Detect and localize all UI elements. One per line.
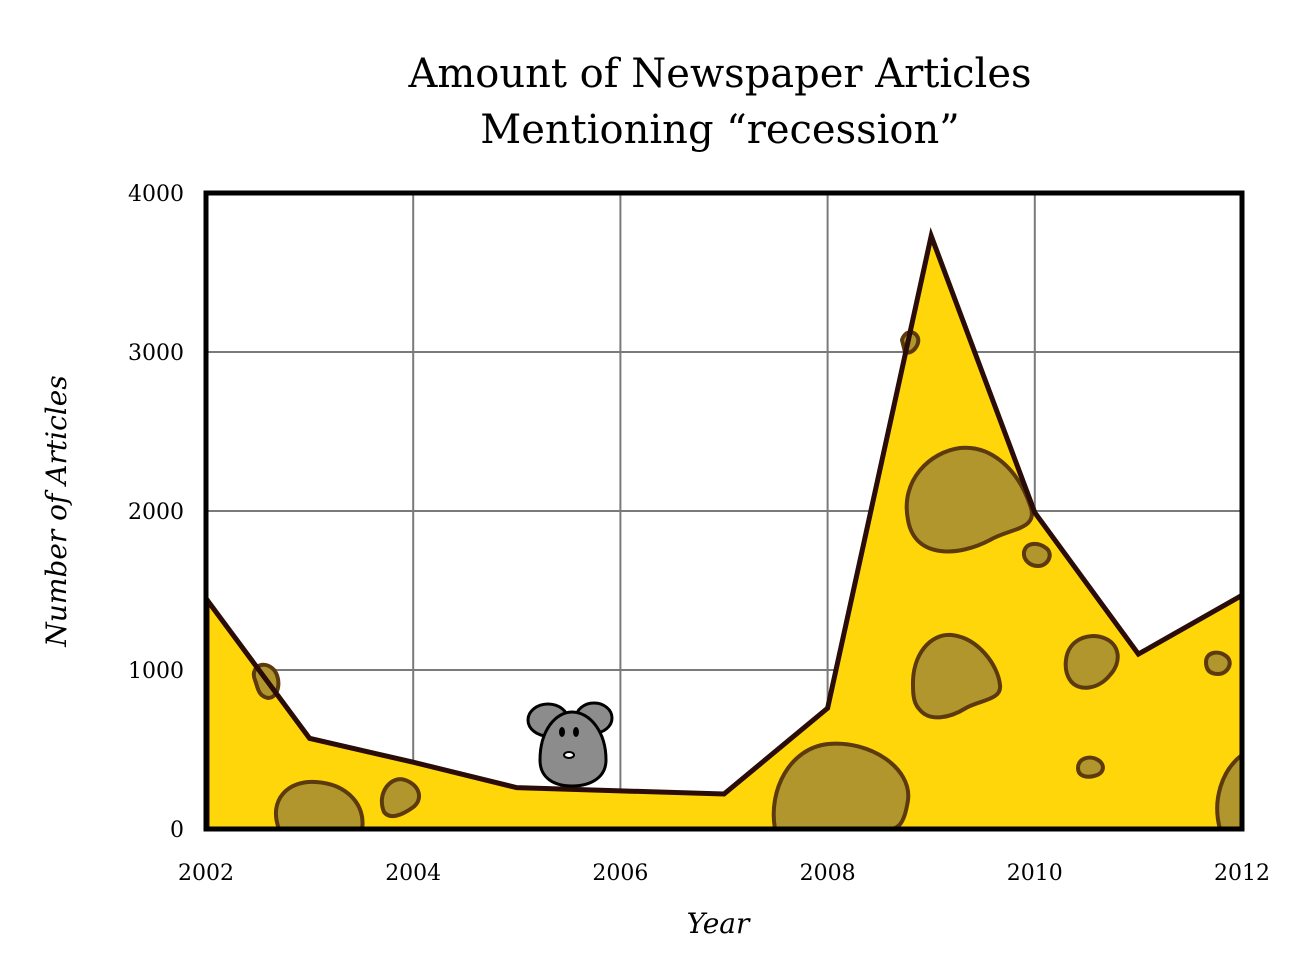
x-tick-labels: 2002 2004 2006 2008 2010 2012: [178, 861, 1270, 886]
y-tick-label: 3000: [128, 341, 184, 366]
plot-frame: [203, 190, 1245, 832]
chart-title-line-1: Amount of Newspaper Articles: [408, 51, 1032, 97]
x-axis-label: Year: [687, 907, 751, 940]
x-tick-label: 2006: [592, 861, 648, 886]
mouse-icon: [526, 701, 614, 788]
cheese-hole: [910, 632, 1003, 720]
y-tick-label: 0: [170, 818, 184, 843]
x-tick-label: 2012: [1214, 861, 1270, 886]
series-area: [206, 235, 1242, 829]
mouse-nose: [563, 751, 575, 759]
cheese-hole: [1075, 755, 1105, 779]
cheese-hole: [1063, 634, 1120, 690]
y-tick-label: 2000: [128, 500, 184, 525]
y-tick-labels: 0 1000 2000 3000 4000: [128, 182, 184, 843]
y-tick-label: 1000: [128, 659, 184, 684]
x-tick-label: 2010: [1007, 861, 1063, 886]
x-tick-label: 2002: [178, 861, 234, 886]
mouse-eye-right: [573, 727, 579, 737]
mouse-eye-left: [559, 727, 565, 737]
cheese-hole: [380, 777, 422, 819]
x-tick-label: 2004: [385, 861, 441, 886]
cheese-hole: [771, 741, 911, 829]
mouse-body: [538, 710, 608, 788]
chart-title-line-2: Mentioning “recession”: [480, 107, 960, 153]
cheese-hole: [1203, 650, 1232, 677]
cheese-hole: [1021, 541, 1052, 569]
y-tick-label: 4000: [128, 182, 184, 207]
series-line: [203, 227, 1244, 797]
y-axis-label: Number of Articles: [40, 375, 73, 647]
cheese-hole: [273, 779, 365, 829]
series-area-fill: [206, 235, 1242, 829]
x-tick-label: 2008: [800, 861, 856, 886]
